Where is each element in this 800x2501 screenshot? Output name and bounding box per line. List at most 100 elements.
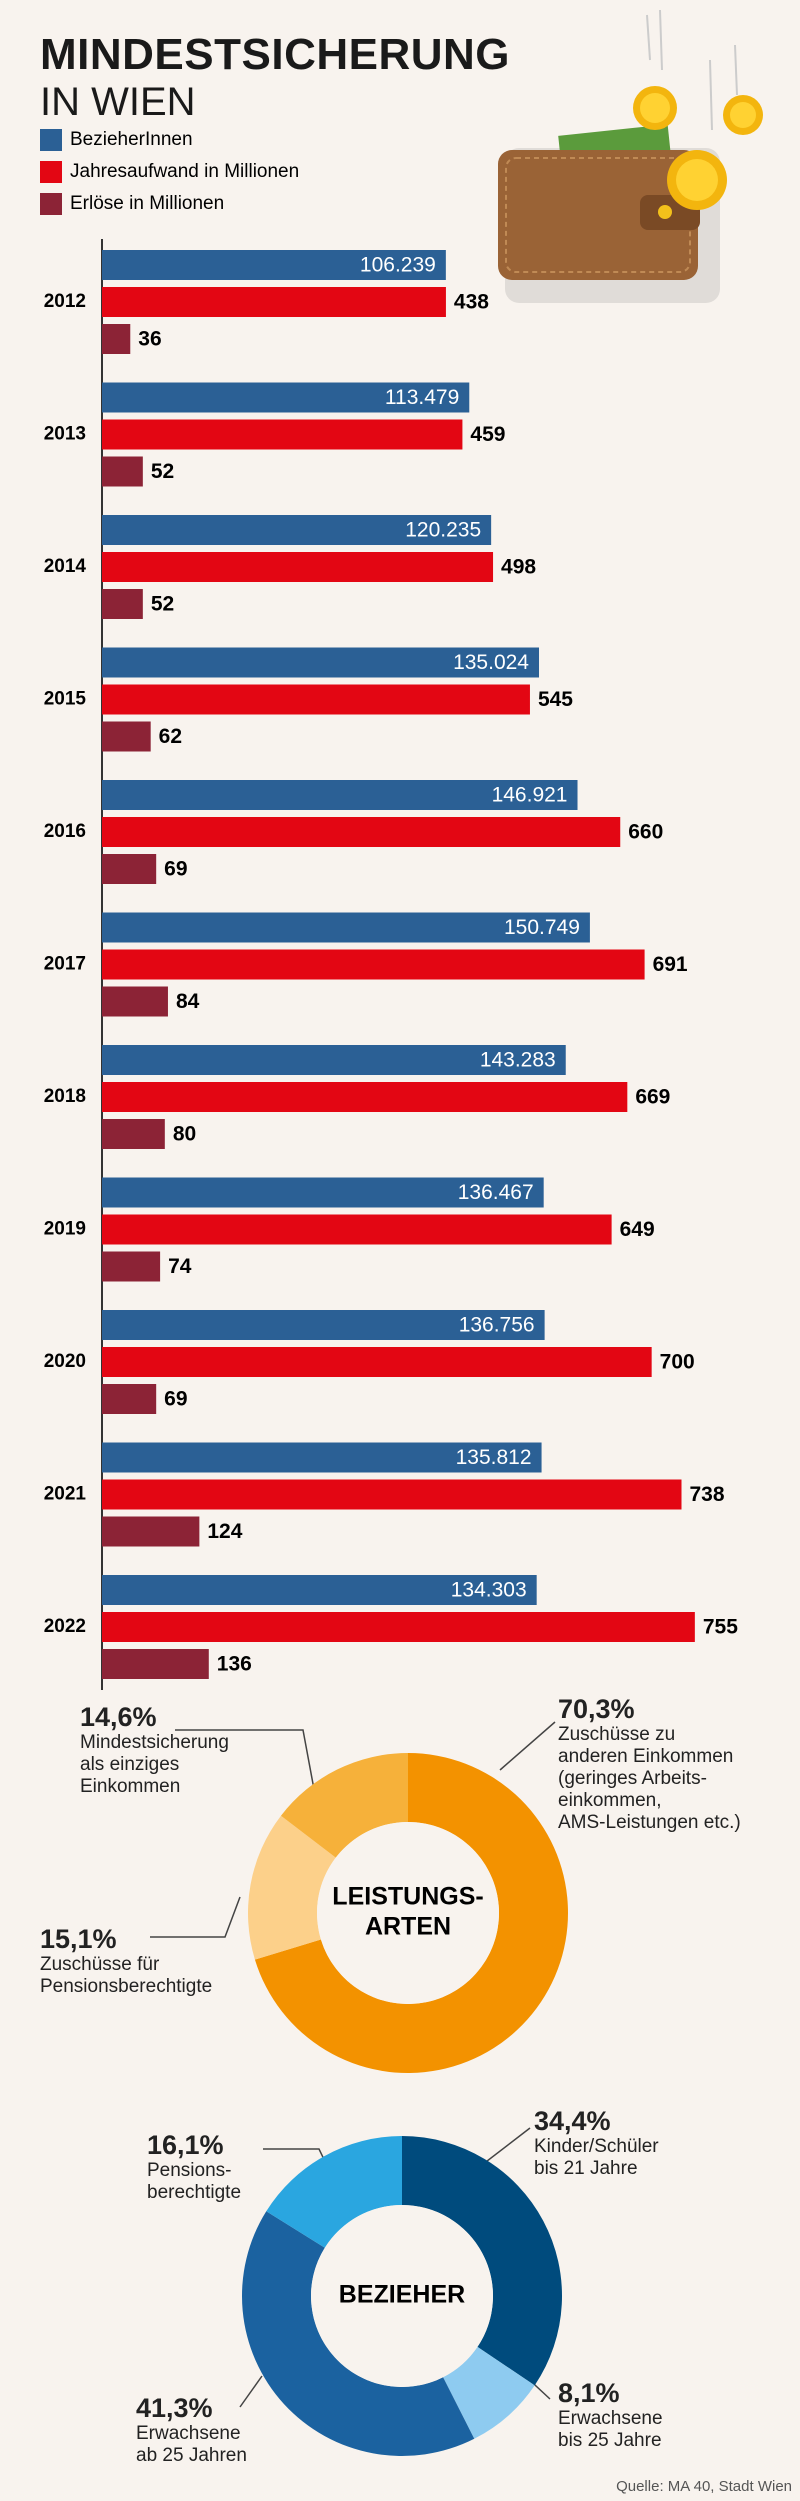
donut-title: LEISTUNGS- xyxy=(332,1883,483,1911)
bar xyxy=(102,1516,200,1547)
donut-segment xyxy=(254,1753,568,2073)
segment-value-label: 8,1% xyxy=(558,2378,620,2408)
y-tick-label: 2015 xyxy=(44,689,87,710)
bar xyxy=(102,250,446,280)
bar-value-label: 700 xyxy=(660,1351,695,1374)
bar-value-label: 62 xyxy=(159,725,182,748)
bar-value-label: 143.283 xyxy=(480,1049,556,1072)
bar xyxy=(102,382,470,413)
bar-value-label: 545 xyxy=(538,688,573,711)
segment-category-label: Kinder/Schüler bis 21 Jahre xyxy=(534,2136,659,2179)
y-tick-label: 2019 xyxy=(44,1219,86,1240)
segment-category-label: Mindestsicherung als einziges Einkommen xyxy=(80,1732,229,1797)
bar-value-label: 438 xyxy=(454,291,489,314)
donut-segment xyxy=(280,1753,408,1858)
subtitle: IN WIEN xyxy=(40,80,196,124)
donut-title: BEZIEHER xyxy=(339,2281,465,2309)
donut-segment xyxy=(443,2346,535,2439)
bar xyxy=(102,1347,652,1377)
donut-segment xyxy=(402,2136,562,2386)
segment-value-label: 15,1% xyxy=(40,1924,117,1954)
bar-value-label: 84 xyxy=(176,990,200,1013)
bar xyxy=(102,684,530,715)
y-tick-label: 2016 xyxy=(44,821,86,842)
segment-value-label: 70,3% xyxy=(558,1694,635,1724)
bar xyxy=(102,780,578,810)
y-tick-label: 2022 xyxy=(44,1616,86,1637)
legend-label: Jahresaufwand in Millionen xyxy=(70,161,299,182)
y-tick-label: 2021 xyxy=(44,1484,87,1505)
bar-value-label: 135.024 xyxy=(453,651,529,674)
segment-category-label: Zuschüsse zu anderen Einkommen (geringes… xyxy=(558,1724,741,1833)
segment-value-label: 14,6% xyxy=(80,1702,157,1732)
bar-value-label: 120.235 xyxy=(405,519,481,542)
legend-label: Erlöse in Millionen xyxy=(70,193,224,214)
segment-value-label: 41,3% xyxy=(136,2393,213,2423)
bar xyxy=(102,552,494,582)
bar xyxy=(102,287,446,317)
bar-value-label: 150.749 xyxy=(504,916,580,939)
bar xyxy=(102,949,645,980)
donut-title: ARTEN xyxy=(365,1913,451,1941)
bar xyxy=(102,1119,165,1149)
bar xyxy=(102,1649,209,1679)
segment-category-label: Pensions- berechtigte xyxy=(147,2160,242,2203)
bar-value-label: 36 xyxy=(138,328,161,351)
y-tick-label: 2012 xyxy=(44,291,86,312)
bar-value-label: 649 xyxy=(620,1218,655,1241)
segment-value-label: 16,1% xyxy=(147,2130,224,2160)
bar-value-label: 134.303 xyxy=(451,1579,527,1602)
segment-label: 14,6% Mindestsicherung als einziges Einko… xyxy=(80,1702,229,1798)
bar-value-label: 459 xyxy=(470,423,505,446)
bar xyxy=(102,1177,544,1208)
bar-value-label: 660 xyxy=(628,821,663,844)
wallet-illustration xyxy=(498,9,763,303)
bar-value-label: 74 xyxy=(168,1255,192,1278)
legend-swatch xyxy=(40,161,62,183)
bar-value-label: 135.812 xyxy=(456,1446,532,1469)
legend-label: BezieherInnen xyxy=(70,129,193,150)
bar-value-label: 106.239 xyxy=(360,254,436,277)
bar-value-label: 738 xyxy=(689,1483,724,1506)
bar-value-label: 52 xyxy=(151,593,174,616)
segment-label: 8,1% Erwachsene bis 25 Jahre xyxy=(558,2378,663,2452)
legend-swatch xyxy=(40,129,62,151)
bar xyxy=(102,854,157,884)
segment-label: 16,1% Pensions- berechtigte xyxy=(147,2130,241,2204)
bar xyxy=(102,912,590,943)
y-tick-label: 2014 xyxy=(44,556,87,577)
bar xyxy=(102,986,168,1017)
donut-segment xyxy=(266,2136,402,2248)
y-tick-label: 2013 xyxy=(44,424,86,445)
bar xyxy=(102,721,151,752)
source: Quelle: MA 40, Stadt Wien xyxy=(616,2478,792,2495)
bar xyxy=(102,1442,542,1473)
bar-value-label: 80 xyxy=(173,1123,196,1146)
segment-category-label: Zuschüsse für Pensionsberechtigte xyxy=(40,1954,213,1997)
bar xyxy=(102,1479,682,1510)
bar xyxy=(102,1082,628,1112)
bar xyxy=(102,1310,545,1340)
bar-value-label: 124 xyxy=(207,1520,242,1543)
donut-segment xyxy=(242,2211,475,2456)
bar-value-label: 691 xyxy=(653,953,688,976)
bar-value-label: 498 xyxy=(501,556,536,579)
bar-value-label: 113.479 xyxy=(385,386,459,409)
bar xyxy=(102,515,492,545)
bar-value-label: 146.921 xyxy=(492,784,568,807)
y-tick-label: 2018 xyxy=(44,1086,86,1107)
segment-label: 34,4% Kinder/Schüler bis 21 Jahre xyxy=(534,2106,659,2180)
bar xyxy=(102,1575,537,1605)
bar-value-label: 136.756 xyxy=(459,1314,535,1337)
bar-value-label: 669 xyxy=(635,1086,670,1109)
bar-value-label: 52 xyxy=(151,460,174,483)
bar xyxy=(102,456,143,487)
segment-category-label: Erwachsene bis 25 Jahre xyxy=(558,2408,663,2451)
title: MINDESTSICHERUNG xyxy=(40,30,511,79)
donut-hole xyxy=(317,1822,499,2004)
donut-segment xyxy=(247,1815,336,1960)
bar xyxy=(102,647,540,678)
bar xyxy=(102,324,131,354)
